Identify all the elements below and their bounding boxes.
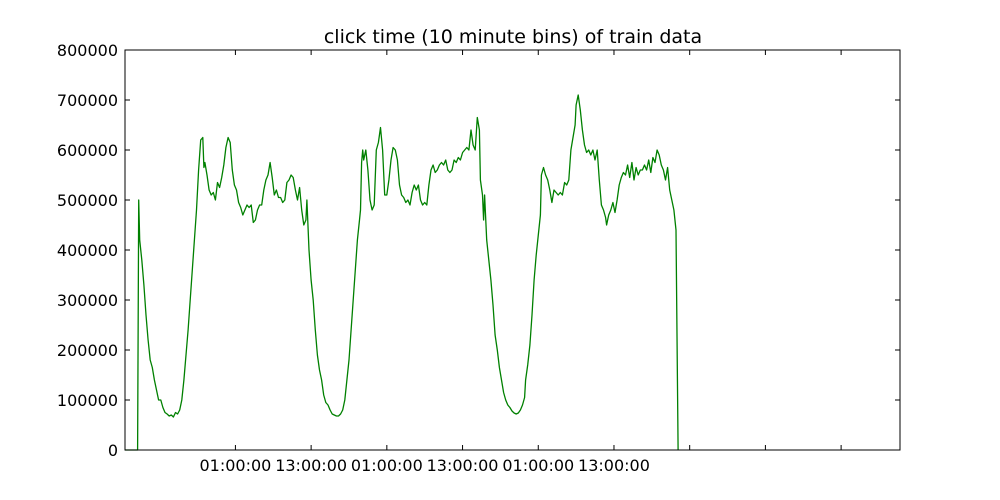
y-tick-label: 700000 [57,91,118,110]
chart-title: click time (10 minute bins) of train dat… [324,26,702,48]
y-tick-label: 300000 [57,291,118,310]
x-axis: 01:00:00 13:00:00 01:00:00 13:00:00 01:00:00… [199,50,842,475]
plot-frame [124,49,901,451]
y-tick-label: 600000 [57,141,118,160]
x-tick-label: 13:00:00 [578,456,650,475]
x-tick-label: 13:00:00 [427,456,499,475]
y-tick-label: 100000 [57,391,118,410]
plot-area [125,94,679,451]
x-tick-label: 13:00:00 [275,456,347,475]
y-tick-label: 0 [108,441,118,460]
x-tick-label: 01:00:00 [199,456,271,475]
y-tick-label: 800000 [57,41,118,60]
y-axis: 0 100000 200000 300000 400000 500000 600000 700… [57,41,900,460]
y-tick-label: 500000 [57,191,118,210]
y-tick-label: 400000 [57,241,118,260]
x-tick-label: 01:00:00 [502,456,574,475]
x-tick-label: 01:00:00 [351,456,423,475]
series-line [125,94,679,451]
y-tick-label: 200000 [57,341,118,360]
